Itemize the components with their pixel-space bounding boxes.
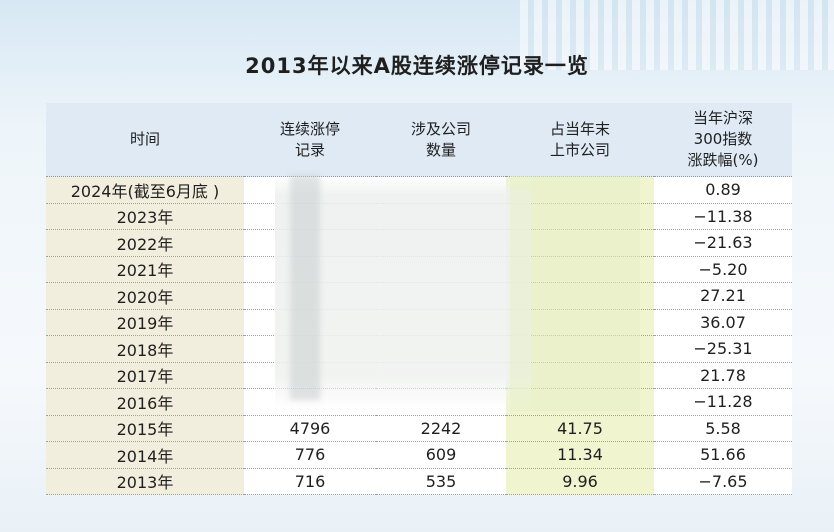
row-streak: 716 <box>244 468 376 495</box>
row-index: 27.21 <box>654 282 792 310</box>
row-companies <box>376 282 506 310</box>
row-streak <box>244 256 376 283</box>
row-share: 9.96 <box>506 468 654 495</box>
row-year: 2024年(截至6月底 ) <box>46 176 244 204</box>
header-streak: 连续涨停 记录 <box>244 103 376 177</box>
row-streak <box>244 282 376 310</box>
row-streak: 4796 <box>244 415 376 442</box>
row-index: −7.65 <box>654 468 792 495</box>
header-index: 当年沪深 300指数 涨跌幅(%) <box>654 103 792 177</box>
row-companies <box>376 362 506 389</box>
row-year: 2016年 <box>46 388 244 416</box>
row-year: 2020年 <box>46 282 244 310</box>
table-row: 2014年 776 609 11.34 51.66 <box>46 441 792 469</box>
table-row: 2023年 −11.38 <box>46 203 792 230</box>
row-companies <box>376 176 506 204</box>
row-companies <box>376 229 506 257</box>
row-year: 2021年 <box>46 256 244 283</box>
row-streak <box>244 335 376 363</box>
row-year: 2019年 <box>46 309 244 336</box>
row-year: 2022年 <box>46 229 244 257</box>
table-row: 2017年 21.78 <box>46 362 792 389</box>
row-companies <box>376 203 506 230</box>
row-year: 2018年 <box>46 335 244 363</box>
row-companies <box>376 388 506 416</box>
header-decoration <box>520 0 834 70</box>
row-year: 2023年 <box>46 203 244 230</box>
row-share <box>506 309 654 336</box>
row-streak <box>244 388 376 416</box>
row-index: 36.07 <box>654 309 792 336</box>
row-year: 2014年 <box>46 441 244 469</box>
table-row: 2018年 −25.31 <box>46 335 792 363</box>
row-streak <box>244 309 376 336</box>
row-companies <box>376 335 506 363</box>
row-share <box>506 388 654 416</box>
row-share <box>506 335 654 363</box>
row-year: 2015年 <box>46 415 244 442</box>
table-row: 2013年 716 535 9.96 −7.65 <box>46 468 792 495</box>
row-index: 21.78 <box>654 362 792 389</box>
header-companies: 涉及公司 数量 <box>376 103 506 177</box>
row-companies: 535 <box>376 468 506 495</box>
row-streak <box>244 203 376 230</box>
row-companies <box>376 256 506 283</box>
row-index: −11.28 <box>654 388 792 416</box>
row-index: −21.63 <box>654 229 792 257</box>
table-row: 2024年(截至6月底 ) 0.89 <box>46 176 792 204</box>
row-streak <box>244 362 376 389</box>
row-index: 5.58 <box>654 415 792 442</box>
table-row: 2020年 27.21 <box>46 282 792 310</box>
table-row: 2021年 −5.20 <box>46 256 792 283</box>
row-share: 11.34 <box>506 441 654 469</box>
header-share: 占当年末 上市公司 <box>506 103 654 177</box>
row-share <box>506 229 654 257</box>
row-share <box>506 282 654 310</box>
row-share <box>506 362 654 389</box>
row-companies <box>376 309 506 336</box>
data-table: 时间 连续涨停 记录 涉及公司 数量 占当年末 上市公司 当年沪深 300指数 涨跌幅(%… <box>46 103 792 495</box>
table-row: 2019年 36.07 <box>46 309 792 336</box>
table-row: 2022年 −21.63 <box>46 229 792 257</box>
row-streak <box>244 176 376 204</box>
row-companies: 609 <box>376 441 506 469</box>
table-row: 2016年 −11.28 <box>46 388 792 416</box>
row-share <box>506 176 654 204</box>
row-year: 2013年 <box>46 468 244 495</box>
row-companies: 2242 <box>376 415 506 442</box>
table-header-row: 时间 连续涨停 记录 涉及公司 数量 占当年末 上市公司 当年沪深 300指数 涨跌幅(%… <box>46 103 792 177</box>
header-time: 时间 <box>46 103 244 177</box>
row-index: 51.66 <box>654 441 792 469</box>
row-share: 41.75 <box>506 415 654 442</box>
table-row: 2015年 4796 2242 41.75 5.58 <box>46 415 792 442</box>
row-index: −11.38 <box>654 203 792 230</box>
row-index: −25.31 <box>654 335 792 363</box>
row-share <box>506 256 654 283</box>
row-year: 2017年 <box>46 362 244 389</box>
row-share <box>506 203 654 230</box>
row-index: −5.20 <box>654 256 792 283</box>
page-title: 2013年以来A股连续涨停记录一览 <box>245 54 589 78</box>
row-streak: 776 <box>244 441 376 469</box>
row-streak <box>244 229 376 257</box>
row-index: 0.89 <box>654 176 792 204</box>
